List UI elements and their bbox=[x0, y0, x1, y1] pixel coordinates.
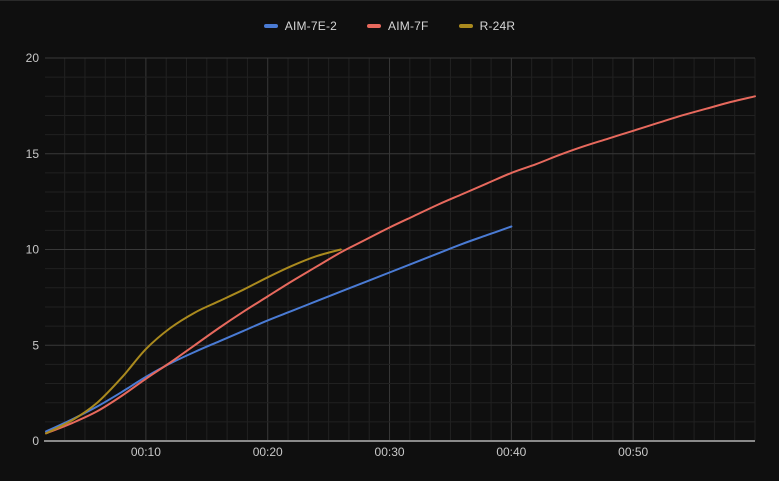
legend-item-aim-7f[interactable]: AIM-7F bbox=[367, 19, 429, 33]
series-line-aim-7f bbox=[45, 95, 756, 435]
x-tick-label: 00:10 bbox=[131, 445, 161, 459]
legend-swatch-icon bbox=[263, 24, 278, 28]
series-line-aim-7e-2 bbox=[45, 225, 513, 433]
x-tick-label: 00:40 bbox=[496, 445, 526, 459]
x-tick-label: 00:30 bbox=[375, 445, 405, 459]
legend-label: R-24R bbox=[479, 19, 516, 33]
y-tick-label: 5 bbox=[32, 338, 39, 352]
legend-swatch-icon bbox=[458, 24, 473, 28]
legend-label: AIM-7F bbox=[388, 19, 429, 33]
x-tick-label: 00:50 bbox=[618, 445, 648, 459]
legend-swatch-icon bbox=[367, 24, 382, 28]
chart-legend: AIM-7E-2 AIM-7F R-24R bbox=[0, 19, 779, 33]
legend-item-aim-7e-2[interactable]: AIM-7E-2 bbox=[263, 19, 338, 33]
x-tick-label: 00:20 bbox=[253, 445, 283, 459]
y-tick-label: 20 bbox=[26, 51, 40, 65]
y-tick-label: 10 bbox=[26, 243, 40, 257]
legend-item-r-24r[interactable]: R-24R bbox=[458, 19, 516, 33]
y-tick-label: 0 bbox=[32, 434, 39, 448]
series-line-r-24r bbox=[45, 248, 342, 435]
legend-label: AIM-7E-2 bbox=[284, 19, 338, 33]
y-tick-label: 15 bbox=[26, 147, 40, 161]
